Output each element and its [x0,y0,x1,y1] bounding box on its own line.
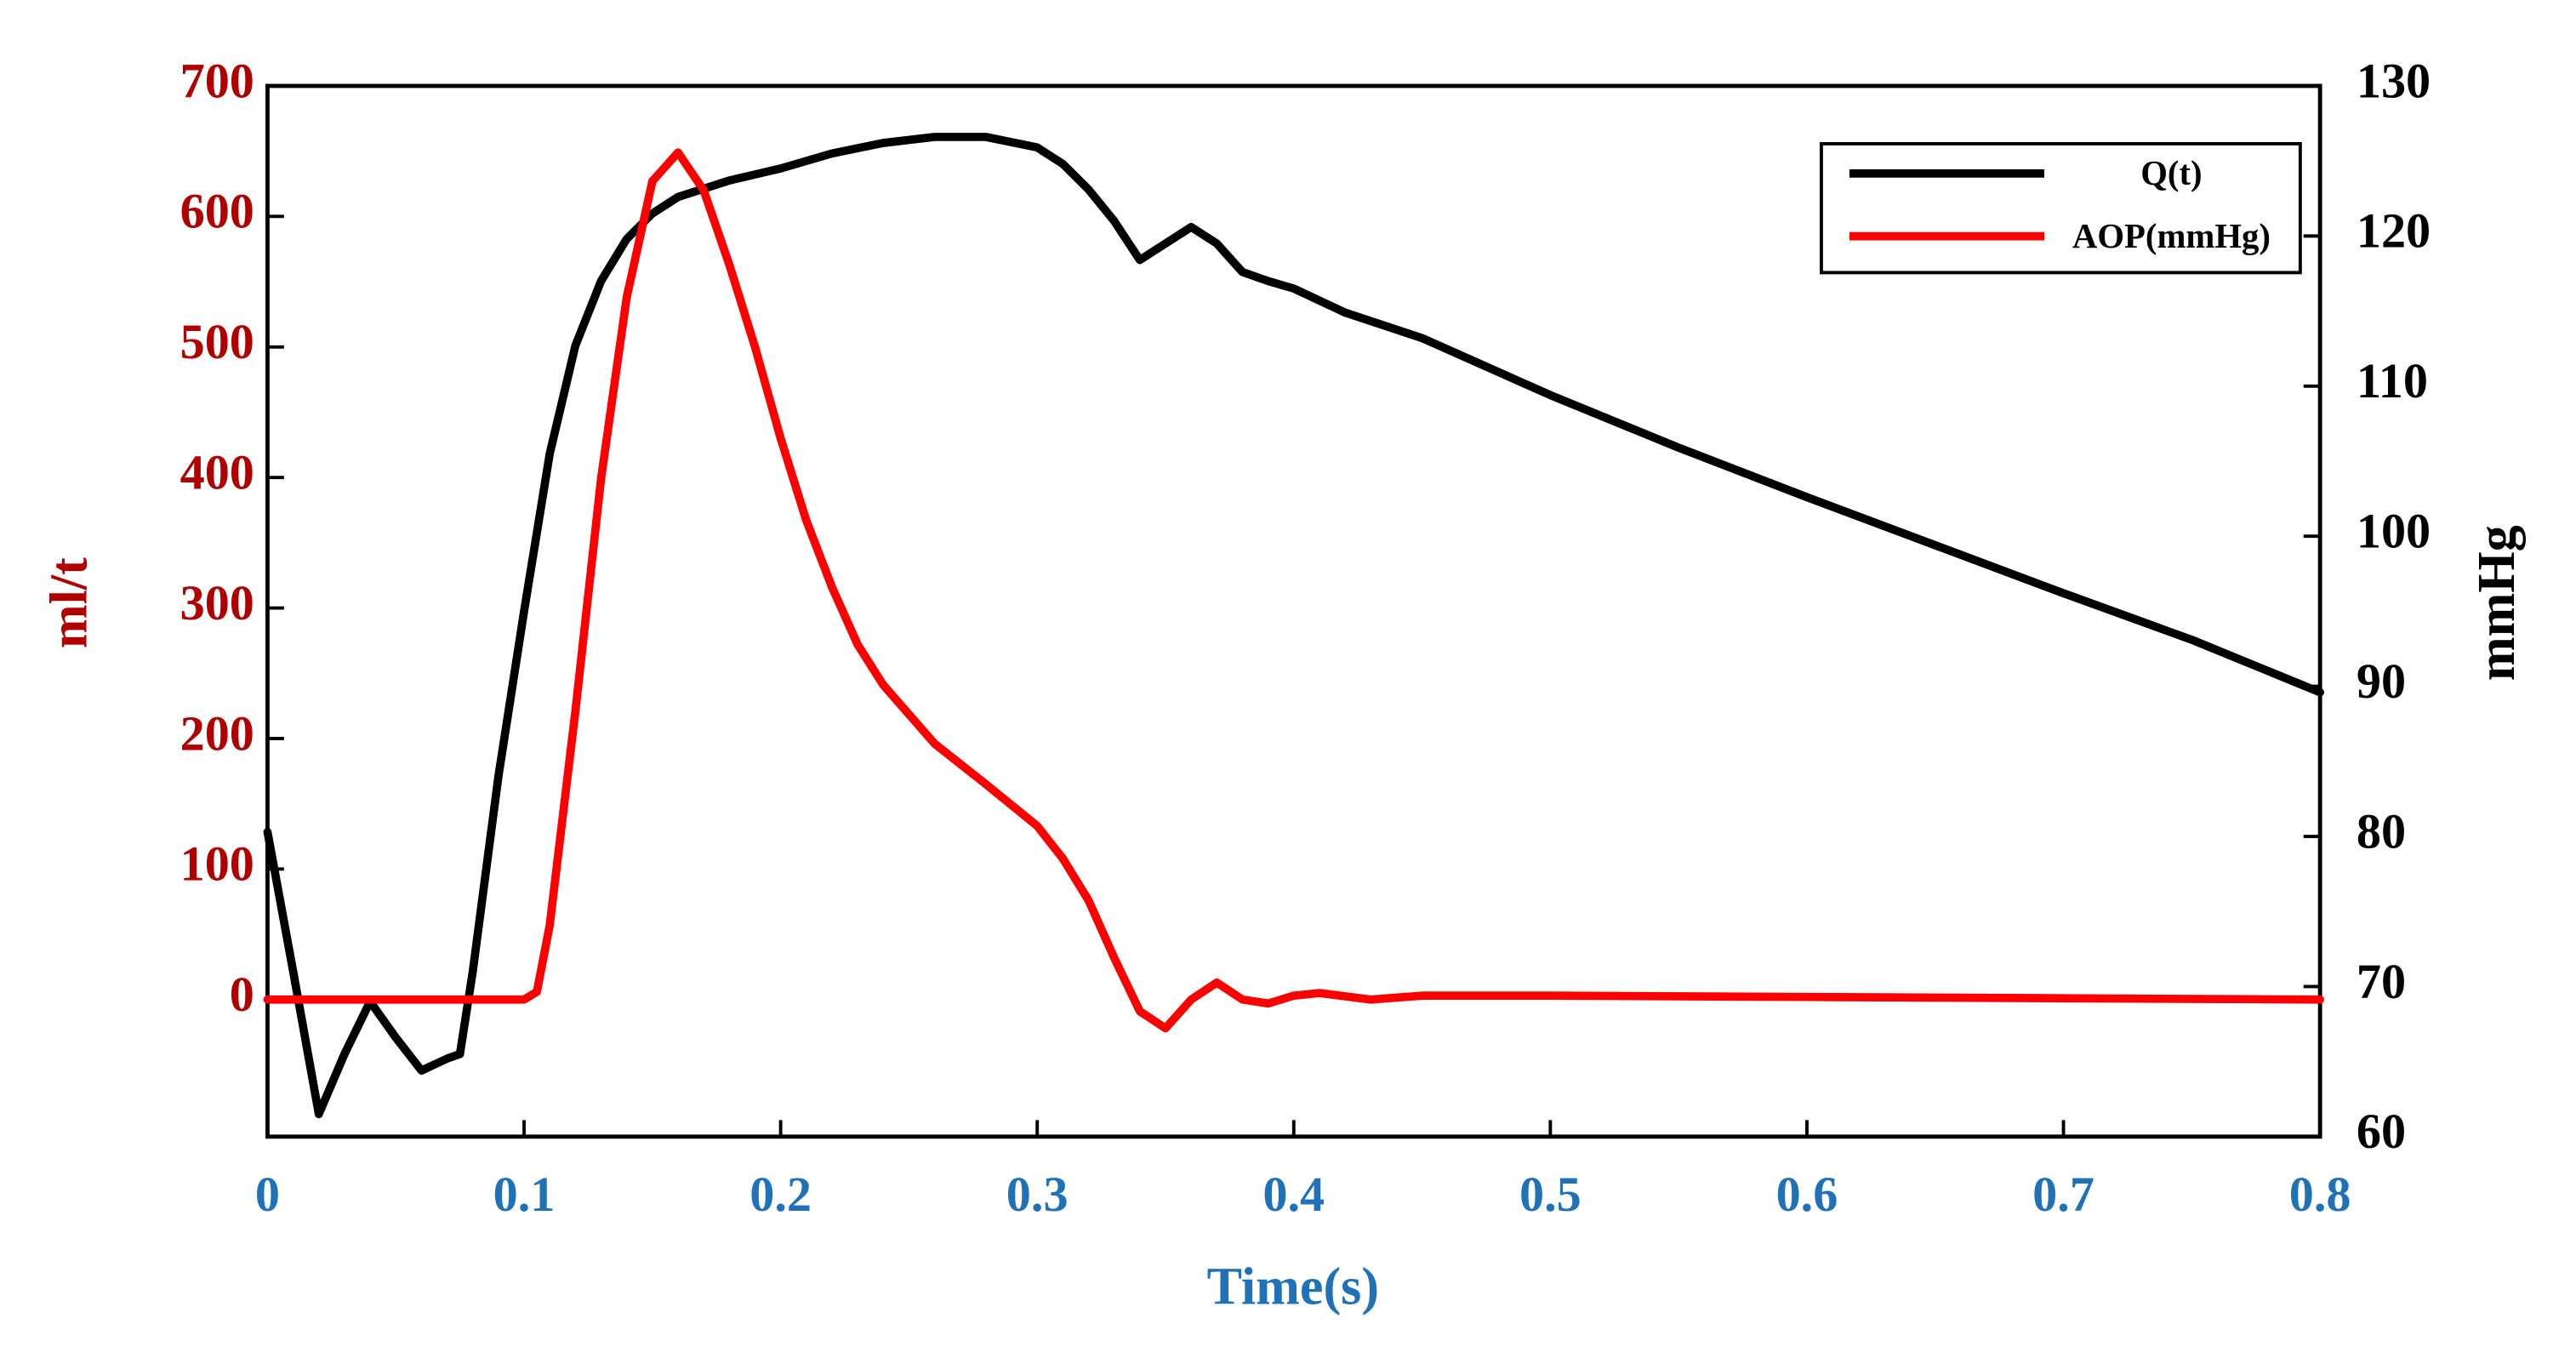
y2-tick-label: 90 [2357,653,2406,709]
line-series [263,133,2324,1119]
x-tick-label: 0.4 [1262,1167,1325,1222]
y-axis-label: ml/t [41,557,99,648]
y2-axis-label: mmHg [2468,525,2526,681]
y-tick-label: 200 [180,705,254,761]
legend-label: AOP(mmHg) [2072,217,2271,255]
x-tick-label: 0 [255,1167,280,1222]
y-tick-label: 500 [180,314,254,369]
y2-tick-label: 70 [2357,954,2406,1009]
y2-tick-label: 100 [2357,504,2431,559]
y2-tick-label: 120 [2357,203,2431,259]
y2-tick-label: 60 [2357,1104,2406,1159]
y2-tick-label: 80 [2357,803,2406,859]
legend-box [1820,141,2302,275]
x-tick-label: 0.8 [2289,1167,2351,1222]
legend-label: Q(t) [2140,154,2202,192]
y2-tick-label: 110 [2357,353,2428,408]
x-tick-label: 0.1 [493,1167,556,1222]
y2-tick-label: 130 [2357,53,2431,108]
line-series [263,148,2324,1033]
x-tick-label: 0.6 [1776,1167,1838,1222]
y-tick-label: 400 [180,445,254,500]
x-tick-label: 0.5 [1519,1167,1582,1222]
y-tick-label: 100 [180,836,254,892]
y-tick-label: 0 [230,967,254,1022]
y-tick-label: 600 [180,184,254,239]
y-tick-label: 300 [180,575,254,630]
x-tick-label: 0.7 [2032,1167,2094,1222]
y-tick-label: 700 [180,53,254,108]
x-tick-label: 0.2 [749,1167,812,1222]
x-axis-label: Time(s) [1207,1258,1379,1316]
x-tick-label: 0.3 [1006,1167,1069,1222]
